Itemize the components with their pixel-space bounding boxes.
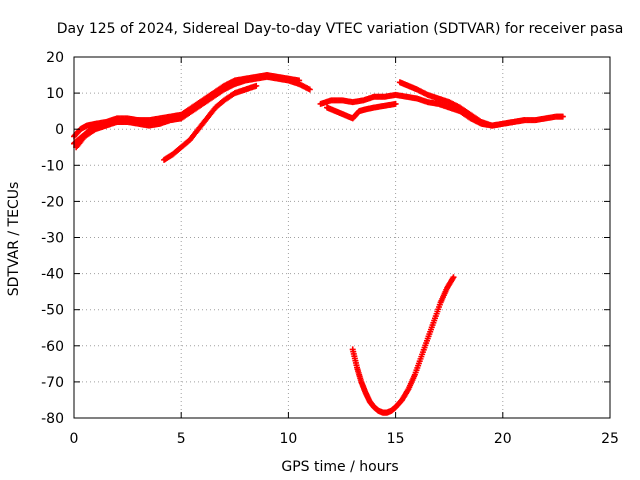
data-point [306, 86, 313, 93]
y-tick-label: 20 [46, 50, 64, 66]
y-tick-label: -30 [41, 231, 64, 247]
data-point [253, 82, 260, 89]
series-pass-g [396, 79, 528, 129]
y-tick-label: 0 [55, 122, 64, 138]
x-tick-label: 5 [177, 431, 186, 447]
chart-title: Day 125 of 2024, Sidereal Day-to-day VTE… [57, 21, 624, 37]
y-tick-label: -70 [41, 375, 64, 391]
series-pass-d [161, 82, 260, 163]
series-pass-c [73, 73, 313, 151]
y-tick-label: -80 [41, 411, 64, 427]
x-tick-label: 0 [70, 431, 79, 447]
x-tick-label: 10 [279, 431, 297, 447]
y-tick-label: -50 [41, 303, 64, 319]
data-points [71, 72, 566, 416]
grid [74, 57, 610, 418]
x-tick-label: 15 [387, 431, 405, 447]
y-tick-label: -60 [41, 339, 64, 355]
data-point [559, 113, 566, 120]
x-tick-label: 20 [494, 431, 512, 447]
x-axis-label: GPS time / hours [281, 459, 398, 475]
data-point [392, 100, 399, 107]
series-pass-h [349, 274, 457, 416]
y-axis-label: SDTVAR / TECUs [6, 182, 22, 297]
y-tick-label: -40 [41, 267, 64, 283]
series-pass-f [323, 100, 399, 122]
x-tick-label: 25 [601, 431, 619, 447]
y-tick-label: -10 [41, 158, 64, 174]
ticks: 0 5 10 15 20 25 20 10 0 -10 -20 -30 -40 -50 -60 -70 -80 [41, 50, 619, 447]
y-tick-label: -20 [41, 194, 64, 210]
data-point [521, 117, 528, 124]
y-tick-label: 10 [46, 86, 64, 102]
data-point [450, 274, 457, 281]
